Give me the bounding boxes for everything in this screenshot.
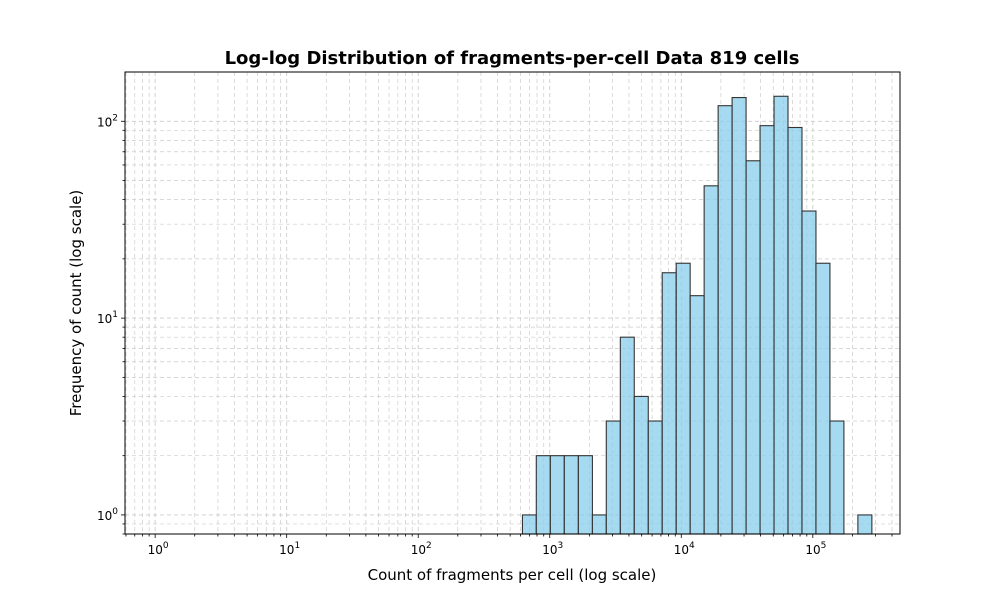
histogram-bar — [563, 455, 579, 535]
histogram-bar — [703, 185, 719, 535]
histogram-bar — [675, 262, 691, 535]
x-tick-label: 100 — [148, 541, 169, 557]
histogram-bar — [591, 514, 607, 535]
histogram-bar — [661, 272, 677, 535]
histogram-bar — [801, 210, 817, 535]
histogram-bar — [577, 455, 593, 535]
histogram-bar — [745, 160, 761, 535]
histogram-bar — [759, 125, 775, 535]
histogram-bar — [773, 95, 789, 535]
y-tick-label: 102 — [97, 113, 118, 129]
x-tick-label: 104 — [674, 541, 695, 557]
histogram-bar — [619, 336, 635, 535]
histogram-bar — [535, 455, 551, 535]
plot-area-frame — [124, 71, 901, 535]
tick-labels: 100 101 102 103 104 105 100 101 102 — [97, 113, 826, 557]
histogram-bar — [815, 262, 831, 535]
y-tick-label: 100 — [97, 507, 118, 523]
histogram-bar — [857, 514, 873, 535]
histogram-bar — [605, 420, 621, 535]
chart-title: Log-log Distribution of fragments-per-ce… — [225, 48, 800, 69]
y-axis-label: Frequency of count (log scale) — [67, 190, 85, 417]
x-tick-label: 103 — [542, 541, 563, 557]
histogram-bar — [647, 420, 663, 535]
histogram-bar — [787, 126, 803, 535]
histogram-bar — [829, 420, 845, 535]
histogram-bar — [731, 97, 747, 535]
histogram-bar — [549, 455, 565, 535]
histogram-bar — [633, 395, 649, 535]
x-tick-label: 105 — [805, 541, 826, 557]
axis-ticks — [121, 120, 893, 538]
histogram-bar — [717, 105, 733, 535]
histogram-bars — [521, 95, 873, 535]
histogram-bar — [689, 295, 705, 535]
x-tick-label: 102 — [411, 541, 432, 557]
x-tick-label: 101 — [279, 541, 300, 557]
y-tick-label: 101 — [97, 310, 118, 326]
histogram-bar — [521, 514, 537, 535]
x-axis-label: Count of fragments per cell (log scale) — [368, 566, 657, 584]
